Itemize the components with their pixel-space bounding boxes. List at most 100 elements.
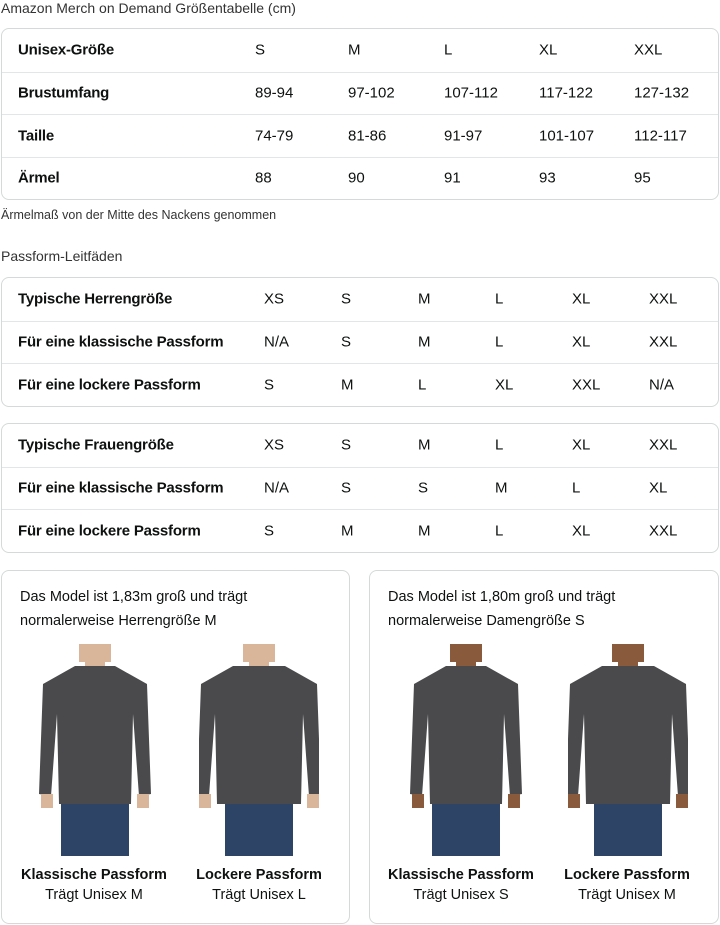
women-fit-table: Typische Frauengröße XS S M L XL XXL Für eine k… — [1, 423, 719, 553]
jeans — [594, 804, 662, 856]
row-label: Typische Herrengröße — [18, 290, 173, 308]
table-cell: XL — [572, 333, 591, 351]
table-row: Taille 74-79 81-86 91-97 101-107 112-117 — [2, 114, 718, 157]
row-label: Für eine klassische Passform — [18, 479, 224, 497]
table-cell: XL — [572, 436, 591, 454]
table-row: Für eine klassische Passform N/A S M L XL XXL — [2, 320, 718, 364]
table-cell: L — [444, 41, 453, 59]
table-cell: XXL — [649, 333, 678, 351]
table-row: Ärmel 88 90 91 93 95 — [2, 156, 718, 200]
fit-label: Klassische Passform — [388, 867, 534, 883]
row-label: Unisex-Größe — [18, 41, 114, 59]
jeans — [61, 804, 129, 856]
size-table: Unisex-Größe S M L XL XXL Brustumfang 89-94 97-1… — [1, 28, 719, 200]
size-worn: Trägt Unisex M — [45, 887, 143, 903]
model-photo-relaxed — [566, 644, 690, 856]
table-cell: S — [341, 479, 352, 497]
table-cell: 89-94 — [255, 84, 294, 102]
table-cell: M — [348, 41, 361, 59]
fit-label: Klassische Passform — [21, 867, 167, 883]
jeans — [432, 804, 500, 856]
model-head — [450, 644, 482, 662]
model-hand — [41, 794, 53, 808]
model-photo-relaxed — [197, 644, 321, 856]
table-cell: 97-102 — [348, 84, 395, 102]
shirt — [197, 666, 321, 804]
table-cell: S — [264, 522, 275, 540]
table-cell: 91 — [444, 169, 461, 187]
model-neck — [456, 658, 476, 668]
table-cell: 127-132 — [634, 84, 690, 102]
table-cell: M — [418, 290, 431, 308]
table-row: Brustumfang 89-94 97-102 107-112 117-122 127-… — [2, 71, 718, 115]
page-title: Amazon Merch on Demand Größentabelle (cm… — [1, 0, 296, 16]
row-label: Brustumfang — [18, 84, 110, 102]
fit-guide-title: Passform-Leitfäden — [1, 248, 123, 264]
row-label: Für eine lockere Passform — [18, 522, 201, 540]
table-cell: 95 — [634, 169, 651, 187]
size-worn: Trägt Unisex L — [212, 887, 306, 903]
table-cell: XL — [572, 522, 591, 540]
table-cell: L — [495, 333, 504, 351]
table-cell: XL — [539, 41, 558, 59]
row-label: Typische Frauengröße — [18, 436, 174, 454]
table-cell: XL — [649, 479, 668, 497]
table-cell: XXL — [634, 41, 663, 59]
model-head — [243, 644, 275, 662]
table-cell: S — [341, 290, 352, 308]
model-hand — [508, 794, 520, 808]
sleeve-note: Ärmelmaß von der Mitte des Nackens genom… — [1, 208, 277, 222]
row-label: Für eine klassische Passform — [18, 333, 224, 351]
fit-label: Lockere Passform — [196, 867, 322, 883]
table-cell: M — [418, 436, 431, 454]
table-cell: XXL — [649, 290, 678, 308]
caption-relaxed: Lockere Passform Trägt Unisex L — [174, 867, 344, 903]
table-row: Für eine lockere Passform S M L XL XXL N/A — [2, 363, 718, 406]
table-cell: S — [341, 436, 352, 454]
table-cell: XL — [495, 376, 514, 394]
model-photo-classic — [406, 644, 526, 856]
table-cell: XXL — [649, 522, 678, 540]
table-cell: S — [255, 41, 266, 59]
model-head — [79, 644, 111, 662]
row-label: Ärmel — [18, 169, 60, 187]
table-cell: XS — [264, 436, 285, 454]
model-head — [612, 644, 644, 662]
table-row: Typische Herrengröße XS S M L XL XXL — [2, 278, 718, 321]
shirt — [39, 666, 151, 804]
model-hand — [568, 794, 580, 808]
table-cell: XL — [572, 290, 591, 308]
table-cell: 93 — [539, 169, 556, 187]
table-cell: 101-107 — [539, 127, 595, 145]
size-worn: Trägt Unisex M — [578, 887, 676, 903]
table-row: Unisex-Größe S M L XL XXL — [2, 29, 718, 72]
table-cell: S — [341, 333, 352, 351]
table-cell: 81-86 — [348, 127, 387, 145]
table-row: Für eine lockere Passform S M M L XL XXL — [2, 509, 718, 552]
table-cell: M — [341, 522, 354, 540]
table-cell: 88 — [255, 169, 272, 187]
table-cell: L — [495, 436, 504, 454]
table-cell: XXL — [649, 436, 678, 454]
model-neck — [85, 658, 105, 668]
table-cell: L — [495, 522, 504, 540]
table-cell: L — [495, 290, 504, 308]
table-cell: 107-112 — [444, 84, 498, 102]
model-neck — [618, 658, 638, 668]
size-worn: Trägt Unisex S — [413, 887, 509, 903]
model-description: Das Model ist 1,80m groß und trägt norma… — [388, 589, 616, 629]
row-label: Taille — [18, 127, 55, 145]
table-cell: L — [572, 479, 581, 497]
fit-label: Lockere Passform — [564, 867, 690, 883]
table-cell: 112-117 — [634, 127, 687, 145]
table-cell: N/A — [264, 479, 290, 497]
table-cell: M — [418, 522, 431, 540]
model-hand — [199, 794, 211, 808]
men-fit-table: Typische Herrengröße XS S M L XL XXL Für eine k… — [1, 277, 719, 407]
model-photo-classic — [35, 644, 155, 856]
model-description: Das Model ist 1,83m groß und trägt norma… — [20, 589, 248, 629]
table-row: Typische Frauengröße XS S M L XL XXL — [2, 424, 718, 467]
model-hand — [412, 794, 424, 808]
table-cell: 90 — [348, 169, 365, 187]
table-cell: L — [418, 376, 427, 394]
